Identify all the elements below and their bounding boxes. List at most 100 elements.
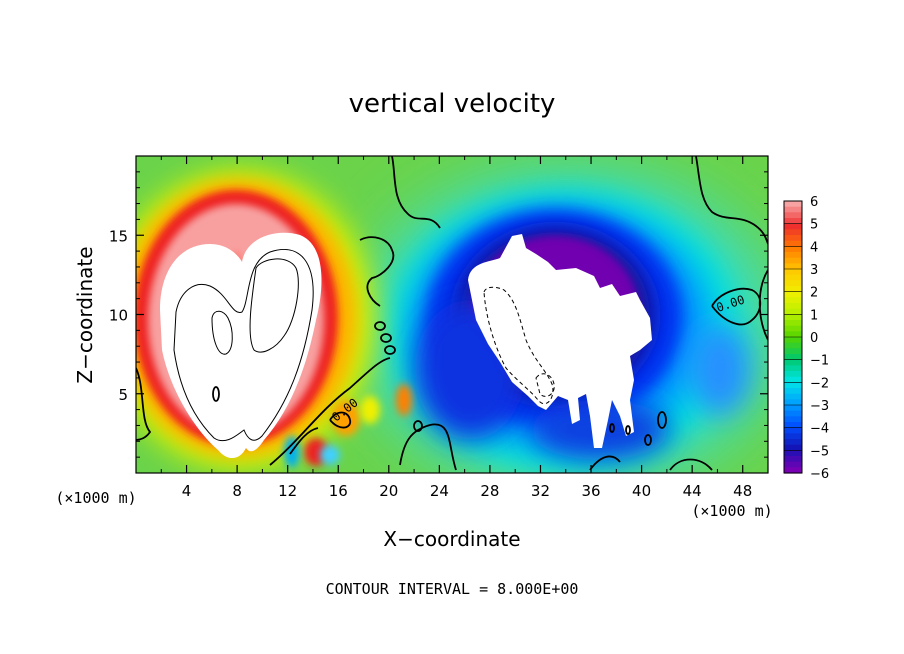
colorbar-band — [784, 393, 802, 400]
updraft-core — [160, 232, 322, 459]
x-axis-ticks: 4 8 12 16 20 24 28 32 36 40 44 48 — [160, 156, 752, 500]
colorbar-band — [784, 461, 802, 468]
contour-bottom-right-2 — [669, 458, 713, 471]
contour-oval-3 — [384, 345, 396, 355]
contour-oval-4 — [413, 420, 423, 432]
colorbar-band — [784, 308, 802, 315]
colorbar-band — [784, 291, 802, 298]
contour-mid-loop — [359, 236, 395, 307]
contour-updraft-16b — [249, 258, 299, 353]
contour-oval-9 — [212, 386, 220, 402]
colorbar-label: −5 — [810, 444, 829, 459]
colorbar-band — [784, 410, 802, 417]
contour-bottom-right — [589, 455, 621, 471]
colorbar: 6 5 4 3 2 1 0 −1 −2 −3 −4 −5 −6 — [783, 195, 829, 482]
colorbar-label: −4 — [810, 422, 829, 437]
colorbar-label: −3 — [810, 399, 829, 414]
colorbar-band — [784, 354, 802, 361]
colorbar-band — [784, 450, 802, 457]
contour-oval-7 — [644, 434, 652, 446]
colorbar-band — [784, 286, 802, 293]
contour-top-center — [391, 156, 441, 229]
colorbar-band — [784, 314, 802, 321]
colorbar-label: 5 — [810, 218, 818, 233]
colorbar-label: −6 — [810, 467, 829, 482]
contour-right-edge — [758, 269, 768, 341]
x-tick-label: 24 — [430, 482, 449, 500]
colorbar-label: −1 — [810, 354, 829, 369]
colorbar-band — [784, 331, 802, 338]
x-tick-label: 16 — [329, 482, 348, 500]
colorbar-label: 6 — [810, 195, 818, 210]
colorbar-band — [784, 365, 802, 372]
colorbar-band — [784, 467, 802, 474]
contour-left-edge — [136, 367, 152, 441]
colorbar-band — [784, 263, 802, 270]
contour-oval-1 — [374, 321, 386, 331]
downdraft-lobe-right — [690, 325, 750, 415]
x-tick-label: 44 — [683, 482, 702, 500]
colorbar-band — [784, 444, 802, 451]
contour-downdraft-8 — [483, 286, 554, 405]
contour-lower-middle — [399, 423, 457, 471]
colorbar-band — [784, 359, 802, 366]
colorbar-band — [784, 223, 802, 230]
colorbar-band — [784, 439, 802, 446]
contour-oval-5 — [609, 423, 615, 433]
contour-oval-8 — [657, 411, 667, 429]
contour-interval-text: CONTOUR INTERVAL = 8.000E+00 — [326, 580, 579, 598]
colorbar-band — [784, 303, 802, 310]
colorbar-band — [784, 274, 802, 281]
negative-contours — [483, 286, 555, 405]
colorbar-band — [784, 399, 802, 406]
x-tick-label: 12 — [278, 482, 297, 500]
contour-downdraft-16 — [535, 373, 555, 397]
colorbar-label: −2 — [810, 376, 829, 391]
colorbar-band — [784, 342, 802, 349]
colorbar-band — [784, 405, 802, 412]
colorbar-band — [784, 297, 802, 304]
x-tick-label: 36 — [581, 482, 600, 500]
colorbar-band — [784, 246, 802, 253]
x-tick-label: 8 — [232, 482, 242, 500]
y-tick-label: 5 — [118, 386, 128, 404]
colorbar-band — [784, 240, 802, 247]
contour-updraft-8 — [173, 249, 314, 442]
colorbar-label: 4 — [810, 240, 818, 255]
colorbar-band — [784, 348, 802, 355]
colorbar-band — [784, 433, 802, 440]
colorbar-band — [784, 371, 802, 378]
x-tick-label: 20 — [379, 482, 398, 500]
colorbar-band — [784, 456, 802, 463]
x-tick-label: 48 — [733, 482, 752, 500]
colorbar-band — [784, 212, 802, 219]
colorbar-band — [784, 422, 802, 429]
contour-updraft-16 — [211, 310, 233, 355]
y-unit-label: (×1000 m) — [55, 489, 136, 507]
x-tick-label: 28 — [480, 482, 499, 500]
colorbar-band — [784, 320, 802, 327]
x-tick-label: 40 — [632, 482, 651, 500]
colorbar-band — [784, 416, 802, 423]
colorbar-band — [784, 257, 802, 264]
colorbar-band — [784, 269, 802, 276]
colorbar-band — [784, 325, 802, 332]
y-axis-ticks: 5 10 15 — [109, 171, 768, 458]
colorbar-band — [784, 382, 802, 389]
contour-oval-6 — [625, 425, 631, 435]
x-axis-label: X−coordinate — [383, 527, 520, 551]
y-axis-label: Z−coordinate — [73, 246, 97, 383]
colorbar-label: 1 — [810, 308, 818, 323]
colorbar-band — [784, 229, 802, 236]
colorbar-band — [784, 280, 802, 287]
colorbar-label: 0 — [810, 331, 818, 346]
feature-orange-2 — [396, 384, 412, 416]
colorbar-band — [784, 376, 802, 383]
x-tick-label: 4 — [182, 482, 192, 500]
y-tick-label: 10 — [109, 307, 128, 325]
contour-oval-2 — [380, 333, 392, 343]
colorbar-label: 3 — [810, 263, 818, 278]
colorbar-label: 2 — [810, 286, 818, 301]
chart-title: vertical velocity — [349, 89, 556, 119]
